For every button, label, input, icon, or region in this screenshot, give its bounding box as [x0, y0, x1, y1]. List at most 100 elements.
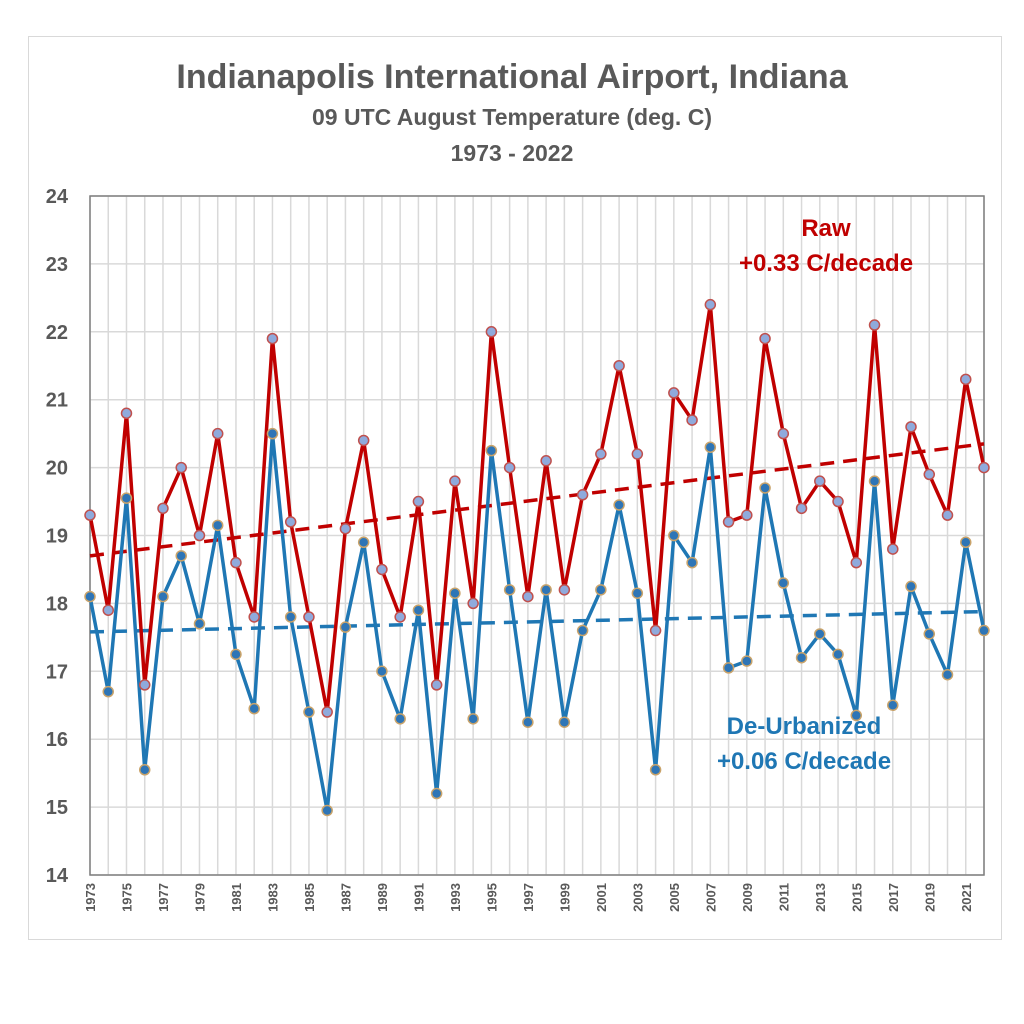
deurbanized-data-point	[193, 618, 206, 630]
y-tick-label: 19	[46, 526, 68, 548]
deurbanized-data-point	[759, 482, 771, 494]
x-tick-label: 2017	[886, 883, 901, 912]
x-tick-label: 2003	[630, 883, 645, 912]
x-tick-label: 1979	[192, 883, 207, 912]
raw-data-point	[850, 556, 863, 569]
raw-data-point	[686, 414, 698, 426]
deurbanized-data-point	[175, 550, 187, 562]
x-tick-label: 2015	[849, 883, 864, 912]
deurbanized-data-point	[814, 628, 826, 640]
series-markers	[84, 298, 990, 817]
axes	[89, 195, 985, 876]
raw-data-point	[522, 590, 534, 603]
deurbanized-data-point	[266, 427, 279, 440]
deurbanized-data-point	[941, 668, 954, 681]
deurbanized-data-point	[631, 587, 644, 599]
y-tick-label: 17	[46, 661, 68, 683]
deurbanized-data-point	[704, 441, 717, 453]
deurbanized-data-point	[303, 706, 315, 718]
chart-subtitle: 09 UTC August Temperature (deg. C)	[312, 104, 712, 130]
deurbanized-trend-label: +0.06 C/decade	[717, 748, 891, 775]
raw-data-point	[978, 461, 990, 474]
raw-data-point	[193, 529, 206, 542]
raw-data-point	[558, 584, 571, 596]
x-tick-label: 1973	[83, 883, 98, 912]
deurbanized-data-point	[540, 584, 552, 596]
deurbanized-data-point	[613, 499, 625, 511]
y-tick-label: 24	[46, 186, 69, 208]
deurbanized-data-point	[978, 624, 990, 637]
raw-data-point	[230, 556, 242, 569]
y-tick-label: 15	[46, 797, 68, 819]
raw-data-point	[266, 332, 279, 345]
raw-data-point	[412, 495, 425, 508]
raw-data-point	[321, 706, 333, 718]
x-tick-label: 2019	[922, 883, 937, 912]
x-tick-label: 2011	[776, 883, 791, 911]
deurbanized-data-point	[558, 716, 571, 728]
x-tick-labels: 1973 1975 1977 1979 1981 1983 1985 1987 1989 1991…	[83, 883, 974, 912]
chart-period: 1973 - 2022	[450, 140, 574, 166]
deurbanized-data-point	[668, 529, 680, 542]
y-tick-label: 21	[46, 390, 68, 412]
raw-data-point	[868, 319, 881, 331]
raw-data-point	[613, 360, 625, 372]
raw-data-point	[394, 611, 406, 623]
raw-data-point	[449, 475, 461, 487]
raw-data-point	[303, 611, 315, 623]
x-tick-label: 1987	[338, 883, 353, 912]
deurbanized-data-point	[722, 662, 735, 674]
raw-data-point	[941, 509, 954, 521]
y-tick-label: 16	[46, 729, 68, 751]
trend-lines	[89, 442, 985, 634]
x-tick-label: 1983	[265, 883, 280, 912]
raw-data-point	[376, 563, 388, 576]
deurbanized-data-point	[284, 611, 297, 623]
deurbanized-data-point	[576, 624, 589, 637]
x-tick-label: 1995	[484, 883, 499, 912]
raw-data-point	[595, 448, 607, 460]
raw-data-point	[795, 502, 808, 515]
deurbanized-data-point	[339, 621, 352, 633]
deurbanized-trend-line	[89, 609, 985, 634]
x-tick-label: 1975	[119, 883, 134, 912]
deurbanized-data-point	[248, 702, 260, 715]
raw-data-point	[704, 298, 717, 311]
chart-title: Indianapolis International Airport, Indi…	[176, 58, 848, 96]
raw-data-point	[777, 427, 790, 440]
raw-data-point	[120, 407, 133, 420]
x-tick-label: 1999	[557, 883, 572, 912]
deurbanized-data-point	[923, 628, 936, 640]
x-tick-label: 2005	[667, 883, 682, 912]
raw-data-point	[138, 679, 151, 691]
raw-data-point	[887, 543, 899, 555]
deurbanized-data-point	[230, 648, 242, 661]
deurbanized-data-point	[868, 475, 881, 487]
raw-data-point	[540, 455, 552, 467]
raw-data-point	[668, 387, 680, 399]
deurbanized-data-point	[211, 519, 224, 532]
x-tick-label: 1989	[375, 883, 390, 912]
x-tick-label: 2021	[959, 883, 974, 912]
x-tick-label: 1981	[229, 883, 244, 912]
raw-data-point	[503, 461, 516, 474]
raw-data-point	[759, 332, 771, 345]
deurbanized-data-point	[357, 536, 370, 549]
chart-frame	[28, 36, 1002, 940]
raw-data-point	[923, 468, 936, 481]
y-tick-label: 22	[46, 322, 68, 344]
raw-data-point	[576, 489, 589, 501]
raw-trend-line	[89, 442, 985, 558]
raw-data-point	[157, 502, 169, 515]
deurbanized-data-point	[522, 716, 534, 728]
raw-data-point	[339, 522, 352, 535]
x-tick-label: 1985	[302, 883, 317, 912]
raw-data-point	[741, 509, 753, 521]
deurbanized-data-point	[905, 580, 917, 593]
deurbanized-data-point	[741, 655, 753, 667]
deurbanized-data-point	[485, 444, 498, 457]
deurbanized-data-point	[960, 536, 972, 549]
y-tick-labels: 14 15 16 17 18 19 20 21 22 23 24	[46, 186, 69, 887]
deurbanized-data-point	[503, 584, 516, 596]
